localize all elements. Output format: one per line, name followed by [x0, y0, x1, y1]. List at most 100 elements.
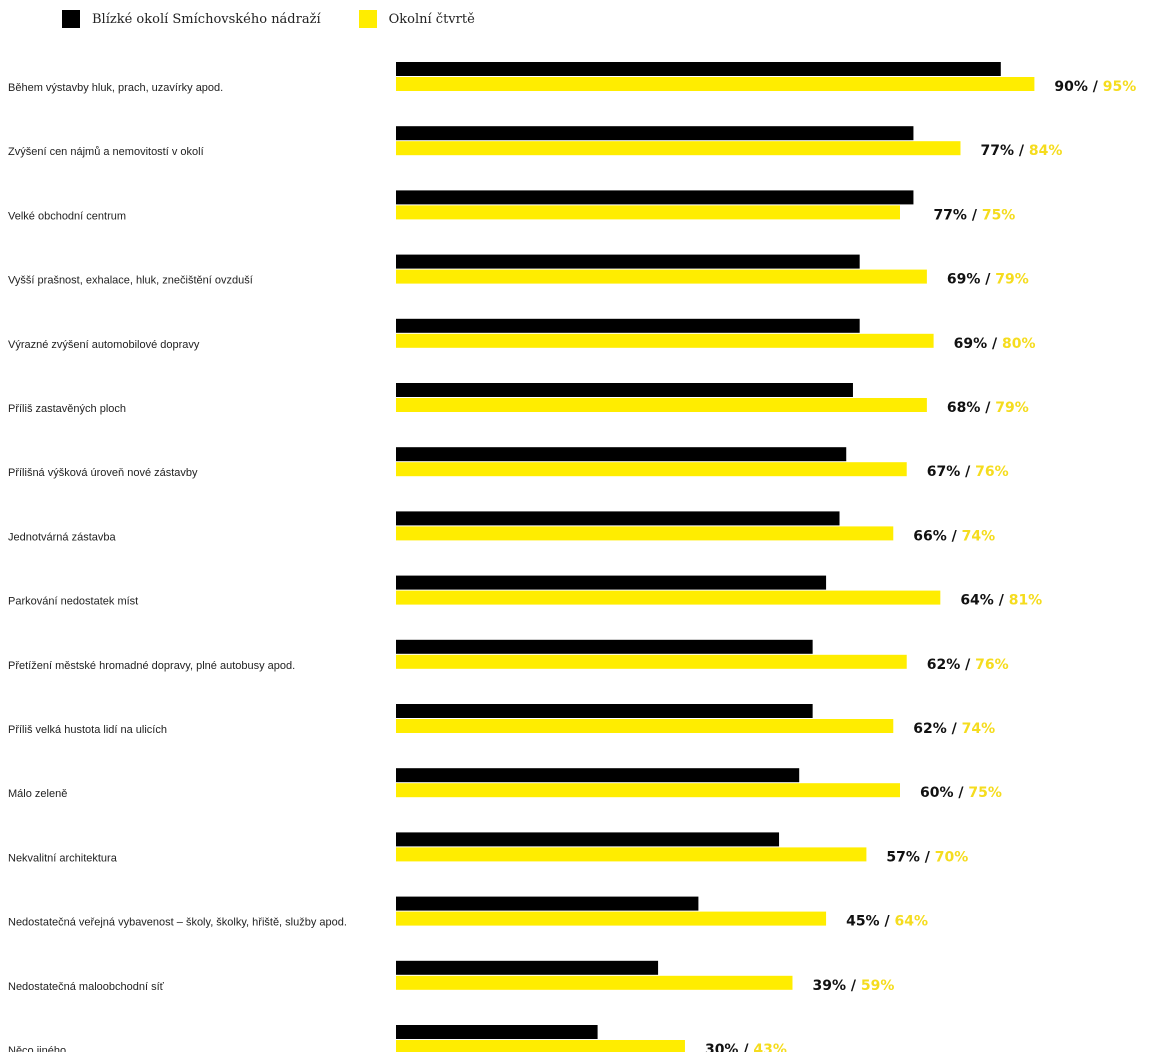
value-label-3: 77% / 75% [933, 207, 1015, 223]
bar-series-2-16 [396, 1040, 685, 1052]
legend-swatch-series-1 [62, 10, 80, 28]
bar-series-1-11 [396, 704, 813, 718]
value-label-series-2-14: 64% [894, 914, 928, 930]
value-label-series-2-6: 79% [995, 400, 1029, 416]
category-label-12: Málo zeleně [8, 788, 67, 800]
bar-series-2-6 [396, 398, 927, 412]
category-label-5: Výrazné zvýšení automobilové dopravy [8, 339, 200, 351]
bar-series-2-3 [396, 205, 900, 220]
bar-series-1-5 [396, 318, 860, 333]
value-label-separator-13: / [920, 849, 935, 865]
value-label-separator-3: / [967, 207, 982, 223]
value-label-series-1-3: 77% [933, 207, 967, 223]
value-label-4: 69% / 79% [947, 272, 1029, 288]
value-label-series-1-4: 69% [947, 272, 981, 288]
bar-series-1-6 [396, 383, 853, 397]
bar-series-2-12 [396, 783, 900, 798]
category-label-14: Nedostatečná veřejná vybavenost – školy,… [8, 917, 347, 929]
bar-series-2-8 [396, 526, 894, 541]
value-label-12: 60% / 75% [920, 785, 1002, 801]
bar-series-1-4 [396, 254, 860, 269]
bar-series-1-10 [396, 639, 813, 654]
value-label-series-1-16: 30% [705, 1042, 739, 1052]
bar-series-1-7 [396, 447, 847, 462]
value-label-series-1-5: 69% [954, 336, 988, 352]
bar-series-1-16 [396, 1025, 598, 1039]
value-label-series-2-11: 74% [962, 721, 996, 737]
bar-series-2-7 [396, 462, 907, 477]
value-label-separator-4: / [980, 272, 995, 288]
legend-label-series-2: Okolní čtvrtě [388, 11, 475, 27]
category-label-16: Něco jiného [8, 1045, 66, 1052]
value-label-series-1-2: 77% [980, 143, 1014, 159]
value-label-9: 64% / 81% [960, 593, 1042, 609]
bar-series-2-13 [396, 847, 867, 862]
value-label-series-2-15: 59% [861, 978, 895, 994]
value-label-separator-1: / [1088, 79, 1103, 95]
category-label-8: Jednotvárná zástavba [8, 531, 117, 543]
bar-series-2-11 [396, 719, 894, 733]
value-label-series-2-16: 43% [753, 1042, 787, 1052]
category-label-4: Vyšší prašnost, exhalace, hluk, znečiště… [8, 275, 253, 287]
bar-series-1-12 [396, 768, 800, 783]
bar-series-1-13 [396, 832, 780, 847]
value-label-10: 62% / 76% [927, 657, 1009, 673]
category-label-15: Nedostatečná maloobchodní síť [8, 981, 165, 993]
bar-series-1-2 [396, 126, 914, 141]
value-label-separator-16: / [738, 1042, 753, 1052]
bar-series-2-5 [396, 333, 934, 348]
value-label-series-2-4: 79% [995, 272, 1029, 288]
category-label-9: Parkování nedostatek míst [8, 596, 138, 608]
value-label-11: 62% / 74% [913, 721, 995, 737]
legend-label-series-1: Blízké okolí Smíchovského nádraží [92, 11, 321, 27]
category-label-7: Přílišná výšková úroveň nové zástavby [8, 467, 198, 479]
value-label-series-2-7: 76% [975, 464, 1009, 480]
value-label-series-1-13: 57% [886, 849, 920, 865]
value-label-series-2-3: 75% [982, 207, 1016, 223]
value-label-series-1-14: 45% [846, 914, 880, 930]
legend-item-series-2: Okolní čtvrtě [358, 10, 475, 28]
value-label-separator-8: / [947, 528, 962, 544]
value-label-series-1-9: 64% [960, 593, 994, 609]
value-label-series-2-1: 95% [1103, 79, 1137, 95]
value-label-series-1-1: 90% [1054, 79, 1088, 95]
value-label-6: 68% / 79% [947, 400, 1029, 416]
value-label-series-2-5: 80% [1002, 336, 1036, 352]
value-label-7: 67% / 76% [927, 464, 1009, 480]
bar-series-2-14 [396, 911, 827, 926]
bar-series-1-14 [396, 896, 699, 911]
category-label-6: Příliš zastavěných ploch [8, 403, 126, 415]
value-label-separator-12: / [954, 785, 969, 801]
value-label-series-1-11: 62% [913, 721, 947, 737]
value-label-16: 30% / 43% [705, 1042, 787, 1052]
value-label-15: 39% / 59% [812, 978, 894, 994]
value-label-5: 69% / 80% [954, 336, 1036, 352]
category-label-13: Nekvalitní architektura [8, 852, 118, 864]
category-label-10: Přetížení městské hromadné dopravy, plné… [8, 660, 295, 672]
value-label-series-1-6: 68% [947, 400, 981, 416]
category-label-11: Příliš velká hustota lidí na ulicích [8, 724, 167, 736]
bar-series-2-9 [396, 590, 941, 605]
value-label-1: 90% / 95% [1054, 79, 1136, 95]
value-label-separator-5: / [987, 336, 1002, 352]
value-label-series-2-12: 75% [968, 785, 1002, 801]
category-label-1: Během výstavby hluk, prach, uzavírky apo… [8, 82, 223, 94]
value-label-series-2-13: 70% [935, 849, 969, 865]
value-label-series-2-2: 84% [1029, 143, 1063, 159]
value-label-series-2-8: 74% [962, 528, 996, 544]
value-label-separator-2: / [1014, 143, 1029, 159]
bar-series-2-2 [396, 141, 961, 156]
legend-swatch-series-2 [358, 10, 377, 28]
bar-series-1-1 [396, 62, 1001, 76]
value-label-separator-15: / [846, 978, 861, 994]
value-label-series-1-12: 60% [920, 785, 954, 801]
value-label-series-2-9: 81% [1009, 593, 1043, 609]
value-label-separator-10: / [960, 657, 975, 673]
value-label-series-1-7: 67% [927, 464, 961, 480]
bar-series-2-15 [396, 975, 793, 990]
value-label-series-2-10: 76% [975, 657, 1009, 673]
value-label-series-1-8: 66% [913, 528, 947, 544]
value-label-13: 57% / 70% [886, 849, 968, 865]
value-label-14: 45% / 64% [846, 914, 928, 930]
